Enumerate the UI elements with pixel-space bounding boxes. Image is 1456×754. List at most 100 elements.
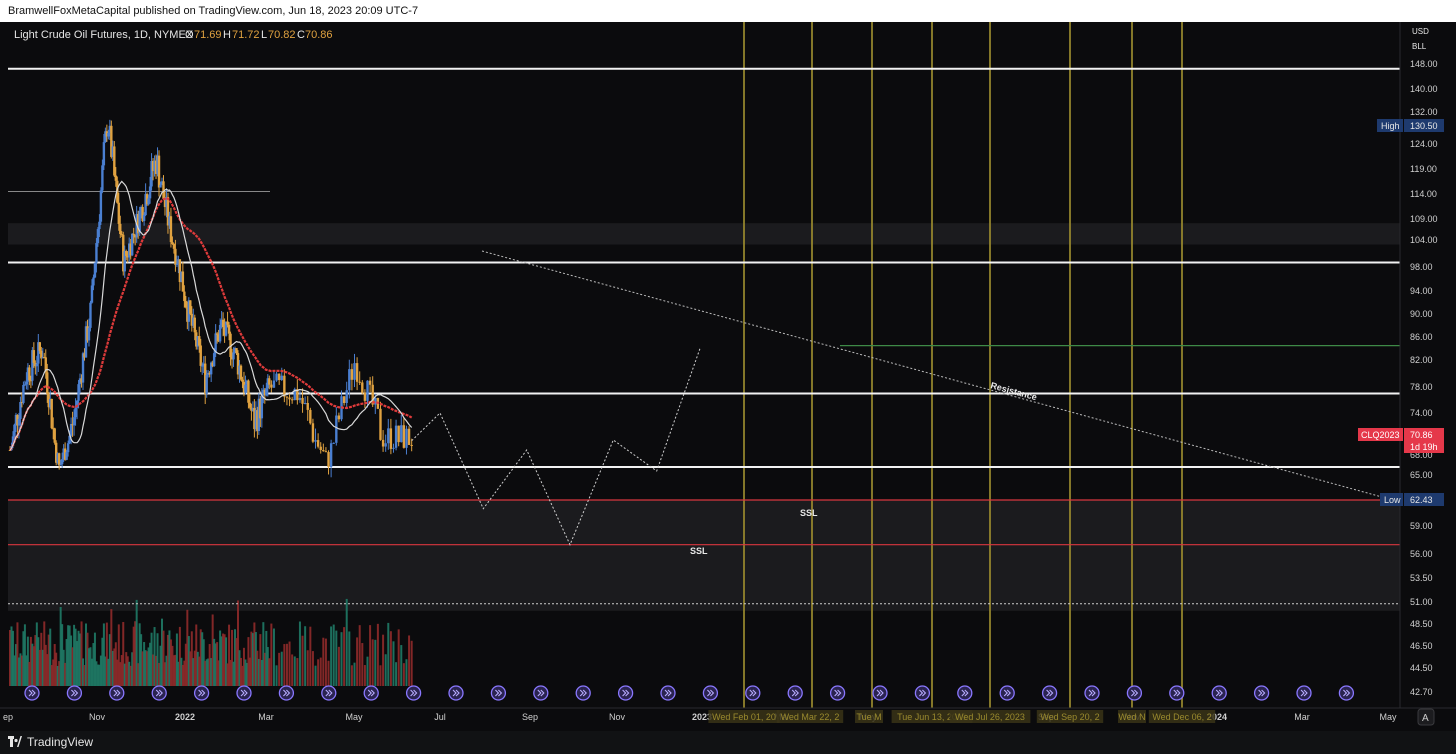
volume-bar	[169, 639, 172, 686]
repeating-arrow-icon[interactable]	[1296, 685, 1312, 701]
volume-bar	[76, 641, 79, 686]
repeating-arrow-icon[interactable]	[533, 685, 549, 701]
repeating-arrow-icon[interactable]	[575, 685, 591, 701]
candle-body	[160, 181, 164, 185]
candle-body	[265, 388, 268, 396]
repeating-arrow-icon[interactable]	[787, 685, 803, 701]
volume-bar	[146, 651, 149, 686]
candle-body	[389, 428, 393, 449]
repeating-arrow-icon[interactable]	[1041, 685, 1058, 701]
candle-body	[217, 334, 220, 342]
volume-bar	[213, 638, 216, 686]
time-tick: May	[345, 712, 363, 722]
projection-path[interactable]	[411, 348, 701, 546]
price-tick: 90.00	[1410, 309, 1433, 319]
candle-body	[80, 378, 83, 383]
repeating-arrow-icon[interactable]	[1169, 685, 1185, 701]
volume-bar	[317, 659, 320, 686]
volume-bar	[132, 626, 135, 686]
repeating-arrow-icon[interactable]	[490, 685, 507, 701]
volume-bar	[119, 662, 122, 686]
time-overlay-bg	[708, 710, 780, 723]
repeating-arrow-icon[interactable]	[321, 685, 337, 701]
repeating-arrow-icon[interactable]	[999, 685, 1015, 701]
auto-scale-icon[interactable]: A	[1417, 708, 1435, 726]
candle-body	[214, 333, 217, 354]
price-tick: 68.00	[1410, 450, 1433, 460]
price-chart[interactable]: Resistance SSL SSL Light Crude Oil Futur…	[0, 22, 1456, 731]
volume-bar	[99, 655, 102, 686]
volume-bar	[296, 658, 299, 686]
repeating-arrow-icon[interactable]	[109, 685, 125, 701]
volume-bar	[166, 634, 169, 686]
candle-body	[366, 380, 369, 401]
repeating-arrow-icon[interactable]	[278, 685, 295, 701]
repeating-arrow-icon[interactable]	[617, 685, 634, 701]
volume-bar	[28, 661, 31, 686]
volume-bar	[114, 642, 117, 686]
low-badge-label: Low	[1384, 495, 1401, 505]
repeating-arrow-icon[interactable]	[702, 685, 719, 701]
candle-body	[374, 397, 377, 405]
volume-bar	[144, 650, 147, 686]
volume-bar	[137, 663, 140, 686]
candle-body	[41, 357, 44, 359]
candle-body	[397, 425, 400, 443]
candle-body	[26, 367, 30, 382]
candle-body	[379, 408, 382, 440]
repeating-arrow-icon[interactable]	[448, 685, 464, 701]
price-tick: 94.00	[1410, 286, 1433, 296]
repeating-arrow-icon[interactable]	[872, 685, 888, 701]
candle-body	[11, 436, 15, 447]
candle-body	[123, 251, 126, 272]
candle-body	[95, 243, 98, 263]
volume-bar	[67, 625, 70, 686]
price-axis-background	[1400, 22, 1456, 708]
low-value: 70.82	[268, 29, 296, 41]
volume-bar	[275, 665, 278, 686]
repeating-arrow-icon[interactable]	[236, 685, 252, 701]
candle-body	[218, 324, 222, 342]
repeating-arrow-icon[interactable]	[24, 685, 40, 701]
repeating-arrow-icon[interactable]	[66, 685, 83, 701]
repeating-arrow-icon[interactable]	[957, 685, 973, 701]
volume-bar	[165, 655, 168, 686]
volume-bar	[225, 637, 228, 686]
volume-bar	[232, 661, 235, 686]
repeating-arrow-icon[interactable]	[1338, 685, 1355, 701]
candle-body	[332, 442, 335, 444]
volume-bar	[172, 655, 175, 686]
volume-bar	[216, 642, 219, 686]
repeating-arrow-icon[interactable]	[1211, 685, 1227, 701]
candle-body	[101, 165, 104, 191]
candle-body	[81, 353, 85, 383]
repeating-arrow-icon[interactable]	[745, 685, 761, 701]
repeating-arrow-icon[interactable]	[405, 685, 422, 701]
volume-bar	[90, 658, 93, 686]
volume-bar	[43, 621, 46, 686]
repeating-arrow-icon[interactable]	[193, 685, 210, 701]
repeating-arrow-icon[interactable]	[660, 685, 676, 701]
repeating-arrow-icon[interactable]	[829, 685, 846, 701]
volume-bar	[283, 644, 286, 686]
candle-body	[368, 380, 372, 385]
volume-bar	[44, 644, 47, 686]
candle-body	[285, 396, 289, 398]
resistance-trendline[interactable]	[481, 250, 1383, 498]
price-axis[interactable]: USD BLL 148.00 140.00 132.00 124.00 119.00 11…	[1358, 22, 1456, 708]
repeating-arrow-icon[interactable]	[1084, 685, 1100, 701]
volume-bar	[186, 609, 189, 686]
repeating-arrow-icon[interactable]	[1253, 685, 1270, 701]
repeating-arrow-icon[interactable]	[914, 685, 931, 701]
repeating-arrow-icon[interactable]	[363, 685, 379, 701]
volume-bar	[340, 632, 343, 686]
candle-body	[181, 271, 185, 292]
time-axis[interactable]: epNov2022MarMayJulSepNov2023MarMayJulSep…	[0, 707, 1456, 731]
time-overlay-bg	[949, 710, 1031, 723]
volume-bar	[238, 650, 241, 686]
repeating-arrow-icon[interactable]	[1126, 685, 1143, 701]
price-tick: 148.00	[1410, 59, 1438, 69]
repeating-arrow-icon[interactable]	[151, 685, 167, 701]
candle-body	[174, 248, 177, 265]
volume-bar	[68, 625, 71, 686]
